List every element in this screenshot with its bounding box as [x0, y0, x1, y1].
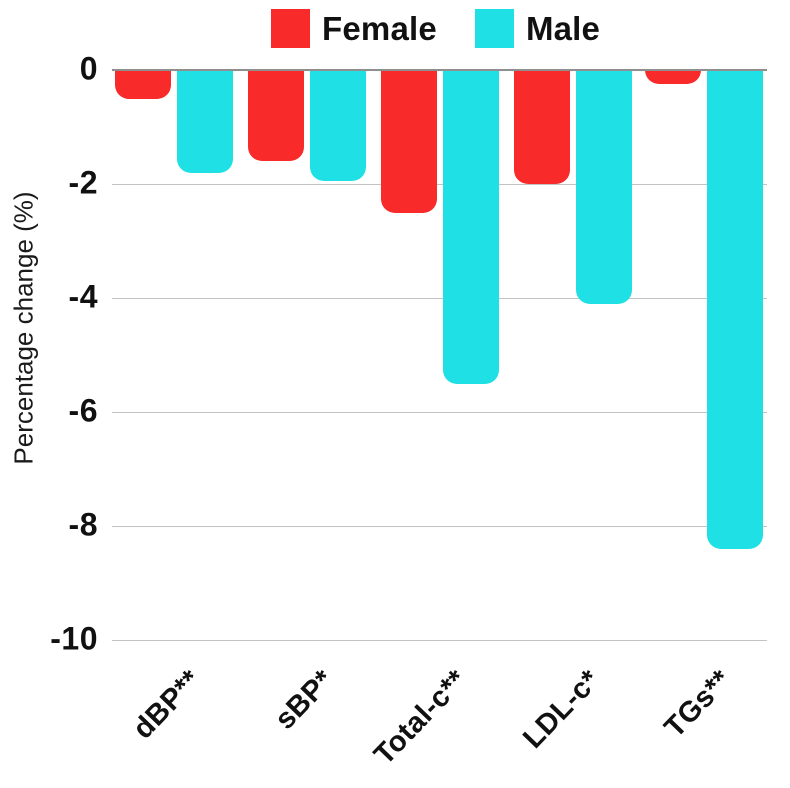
- x-category-label-ldl-c: LDL-c*: [516, 664, 607, 755]
- bar-female-total-c: [381, 70, 437, 213]
- male-color-swatch: [474, 9, 514, 48]
- x-category-label-sbp: sBP*: [269, 664, 341, 736]
- gridline-y-10: [112, 640, 767, 641]
- bar-male-ldl-c: [576, 70, 632, 304]
- bar-male-tgs: [707, 70, 763, 549]
- gridline-y-4: [112, 298, 767, 299]
- bar-female-tgs: [645, 70, 701, 85]
- legend-label-male: Male: [525, 9, 601, 47]
- female-color-swatch: [271, 9, 310, 48]
- bar-female-ldl-c: [514, 70, 570, 184]
- bar-female-sbp: [248, 70, 304, 162]
- zero-axis-line: [112, 69, 767, 71]
- y-tick-label--4: -4: [68, 278, 98, 315]
- x-category-label-dbp: dBP**: [126, 664, 208, 746]
- y-tick-label--8: -8: [68, 506, 98, 543]
- legend-item-male: Male: [474, 9, 601, 48]
- y-tick-label--10: -10: [50, 620, 98, 657]
- gridline-y-2: [112, 184, 767, 185]
- legend-label-female: Female: [322, 9, 437, 47]
- y-tick-label-0: 0: [79, 50, 98, 87]
- bar-female-dbp: [115, 70, 171, 99]
- x-category-label-total-c: Total-c**: [367, 664, 474, 772]
- bar-male-dbp: [177, 70, 233, 173]
- chart-legend: Female Male: [271, 9, 600, 48]
- gridline-y-6: [112, 412, 767, 413]
- bar-male-total-c: [443, 70, 499, 384]
- x-category-label-tgs: TGs**: [658, 664, 738, 745]
- bar-male-sbp: [310, 70, 366, 182]
- legend-item-female: Female: [271, 9, 437, 48]
- gridline-y-8: [112, 526, 767, 527]
- y-tick-label--6: -6: [68, 392, 98, 429]
- y-tick-label--2: -2: [68, 164, 98, 201]
